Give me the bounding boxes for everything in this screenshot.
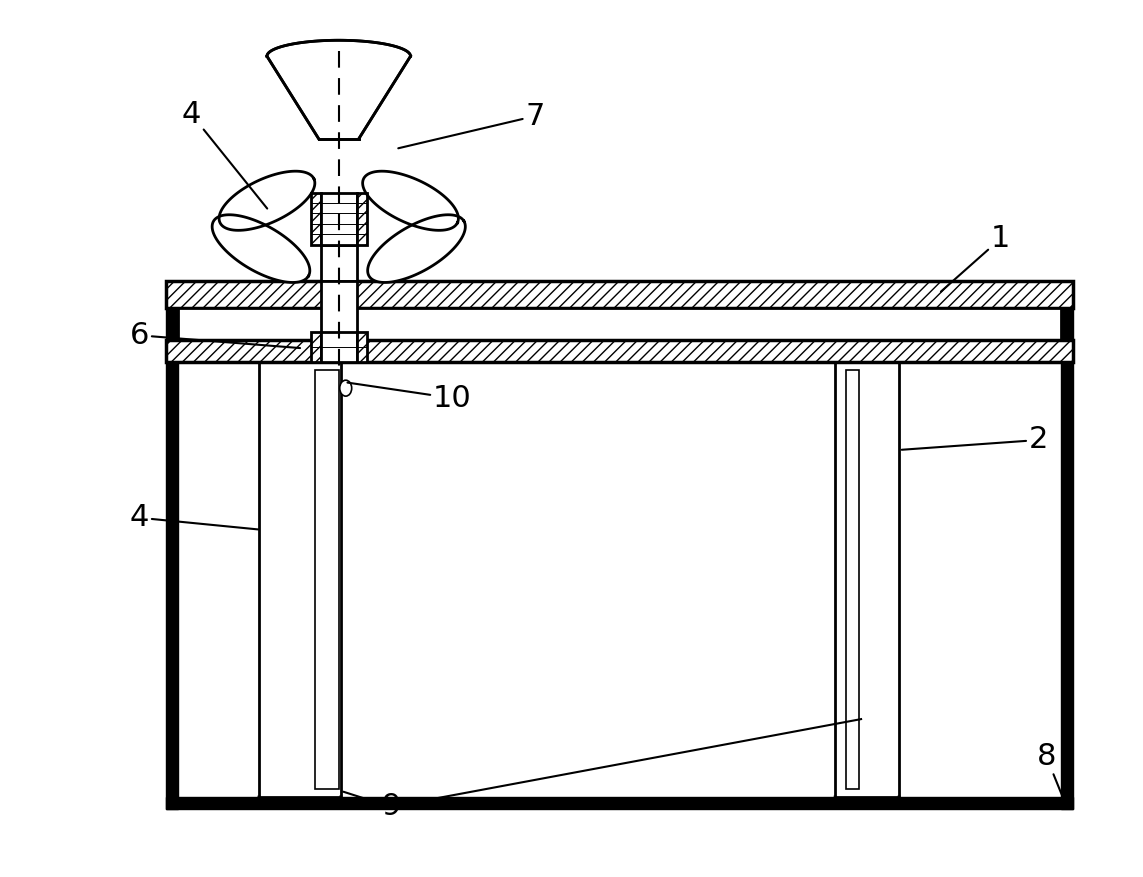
Bar xyxy=(166,340,1073,362)
Bar xyxy=(166,281,1073,309)
Bar xyxy=(836,286,898,362)
Bar xyxy=(311,332,321,362)
Bar xyxy=(321,281,357,340)
Bar xyxy=(1062,286,1073,809)
Ellipse shape xyxy=(339,381,352,396)
Polygon shape xyxy=(362,171,458,231)
Polygon shape xyxy=(219,171,314,231)
Bar xyxy=(311,193,321,245)
Text: 4: 4 xyxy=(182,99,267,209)
Bar xyxy=(166,797,1073,809)
Text: 8: 8 xyxy=(1037,743,1062,796)
Polygon shape xyxy=(368,215,465,282)
Bar xyxy=(846,370,860,789)
Text: 1: 1 xyxy=(941,225,1010,292)
Bar xyxy=(321,332,357,362)
Text: 7: 7 xyxy=(398,102,545,148)
Bar xyxy=(321,193,357,245)
Text: 9: 9 xyxy=(343,792,400,822)
Bar xyxy=(836,362,898,797)
Text: 6: 6 xyxy=(129,321,301,350)
Bar xyxy=(178,309,1062,340)
Bar xyxy=(357,193,367,245)
Bar xyxy=(836,281,898,362)
Text: 2: 2 xyxy=(902,425,1048,454)
Text: 4: 4 xyxy=(129,503,258,532)
Polygon shape xyxy=(213,215,310,282)
Bar xyxy=(357,332,367,362)
Bar xyxy=(178,286,1062,797)
Bar xyxy=(321,245,357,281)
Bar xyxy=(259,362,341,797)
Text: 10: 10 xyxy=(347,382,472,412)
Bar xyxy=(314,370,338,789)
Bar xyxy=(166,286,178,809)
Polygon shape xyxy=(267,40,410,139)
